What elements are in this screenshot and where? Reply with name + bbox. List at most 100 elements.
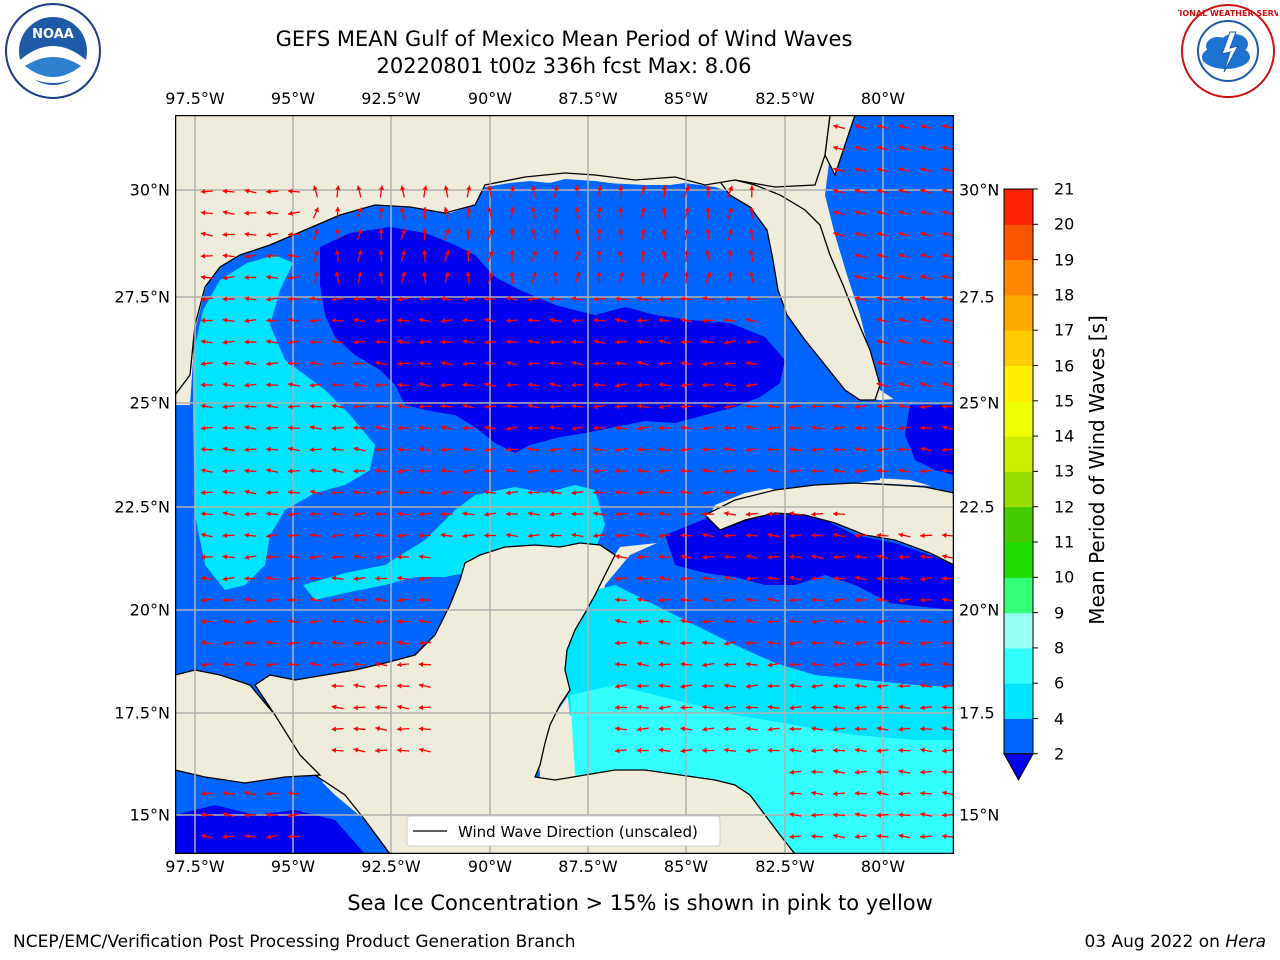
wind-arrow: [309, 597, 322, 603]
wind-arrow: [200, 490, 213, 496]
wind-arrow: [287, 210, 301, 216]
wind-arrow: [745, 360, 758, 366]
wind-arrow: [200, 662, 213, 668]
wind-arrow: [244, 833, 257, 839]
wind-arrow: [658, 640, 671, 646]
wind-arrow: [833, 167, 845, 173]
wind-arrow: [684, 207, 690, 219]
wind-arrow: [942, 296, 954, 302]
wind-arrow: [244, 382, 257, 388]
wind-arrow: [941, 769, 954, 775]
wind-arrow: [266, 640, 279, 646]
wind-arrow: [244, 619, 257, 625]
wind-arrow: [353, 747, 366, 753]
wind-arrow: [396, 489, 410, 496]
wind-arrow: [680, 489, 693, 495]
wind-arrow: [375, 339, 388, 345]
wind-arrow: [266, 232, 279, 238]
wind-arrow: [462, 425, 475, 431]
wind-arrow: [832, 618, 846, 625]
wind-arrow: [418, 618, 431, 624]
wind-arrow: [898, 403, 911, 409]
colorbar-tick-label: 18: [1054, 285, 1075, 305]
wind-arrow: [767, 683, 780, 689]
wind-arrow: [331, 361, 344, 367]
wind-arrow: [680, 360, 693, 366]
wind-arrow: [920, 317, 933, 323]
wind-arrow: [353, 511, 366, 517]
lat-label-right: 25°N: [959, 393, 1000, 413]
colorbar-tick-label: 14: [1054, 426, 1075, 446]
wind-arrow: [266, 812, 279, 818]
wind-arrow: [745, 597, 758, 603]
lat-label-right: 15°N: [959, 805, 1000, 825]
wind-arrow: [920, 790, 933, 796]
wind-arrow: [745, 382, 758, 388]
wind-arrow: [811, 683, 824, 689]
wind-arrow: [375, 661, 388, 667]
wind-arrow: [484, 339, 497, 345]
wind-arrow: [353, 489, 366, 495]
wind-arrow: [898, 640, 911, 646]
wind-arrow: [353, 360, 366, 367]
wind-arrow: [462, 296, 475, 302]
wind-arrow: [658, 339, 671, 345]
colorbar-segment: [1004, 436, 1033, 472]
wind-arrow: [811, 619, 824, 625]
wind-arrow: [942, 188, 954, 194]
wind-arrow: [811, 403, 824, 410]
wind-arrow: [353, 683, 366, 689]
wind-arrow: [418, 747, 431, 753]
wind-arrow: [920, 705, 933, 711]
wind-arrow: [727, 185, 734, 198]
wind-arrow: [658, 360, 671, 367]
wind-arrow: [353, 382, 366, 388]
wind-arrow: [422, 249, 428, 263]
wind-arrow: [832, 446, 846, 453]
wind-arrow: [200, 532, 213, 538]
wind-wave-arrows: [200, 124, 954, 840]
colorbar-tick-label: 6: [1054, 673, 1065, 693]
wind-arrow: [487, 207, 493, 219]
wind-arrow: [331, 597, 344, 603]
wind-arrow: [574, 271, 581, 284]
wind-arrow: [920, 468, 933, 474]
wind-arrow: [418, 489, 431, 495]
wind-arrow: [876, 575, 889, 582]
wind-arrow: [854, 661, 867, 668]
wind-arrow: [396, 446, 410, 452]
wind-arrow: [549, 382, 562, 388]
colorbar-underflow: [1003, 753, 1034, 781]
wind-arrow: [244, 447, 257, 453]
wind-arrow: [898, 145, 911, 151]
lon-label-bot: 85°W: [663, 857, 709, 876]
wind-arrow: [288, 597, 300, 603]
wind-arrow: [920, 726, 933, 732]
wind-arrow: [571, 360, 584, 366]
wind-arrow: [244, 532, 257, 538]
wind-arrow: [680, 683, 693, 689]
wind-arrow: [680, 748, 693, 754]
wind-arrow: [854, 296, 867, 302]
wind-arrow: [680, 382, 693, 388]
wind-arrow: [832, 640, 846, 646]
wind-arrow: [266, 446, 279, 452]
wind-arrow: [898, 662, 911, 668]
wind-arrow: [636, 532, 649, 538]
wind-arrow: [396, 747, 410, 753]
wind-arrow: [353, 317, 366, 323]
wind-arrow: [723, 360, 737, 367]
wind-arrow: [505, 403, 519, 409]
wind-arrow: [636, 446, 649, 453]
wind-arrow: [266, 533, 279, 539]
wind-arrow: [222, 339, 235, 345]
wind-arrow: [552, 271, 559, 284]
wind-arrow: [200, 274, 213, 280]
wind-arrow: [465, 228, 472, 241]
wind-arrow: [222, 425, 235, 431]
wind-arrow: [312, 207, 319, 219]
wind-arrow: [767, 662, 780, 668]
wind-arrow: [596, 185, 603, 198]
wind-arrow: [200, 812, 213, 818]
wind-arrow: [549, 403, 562, 410]
